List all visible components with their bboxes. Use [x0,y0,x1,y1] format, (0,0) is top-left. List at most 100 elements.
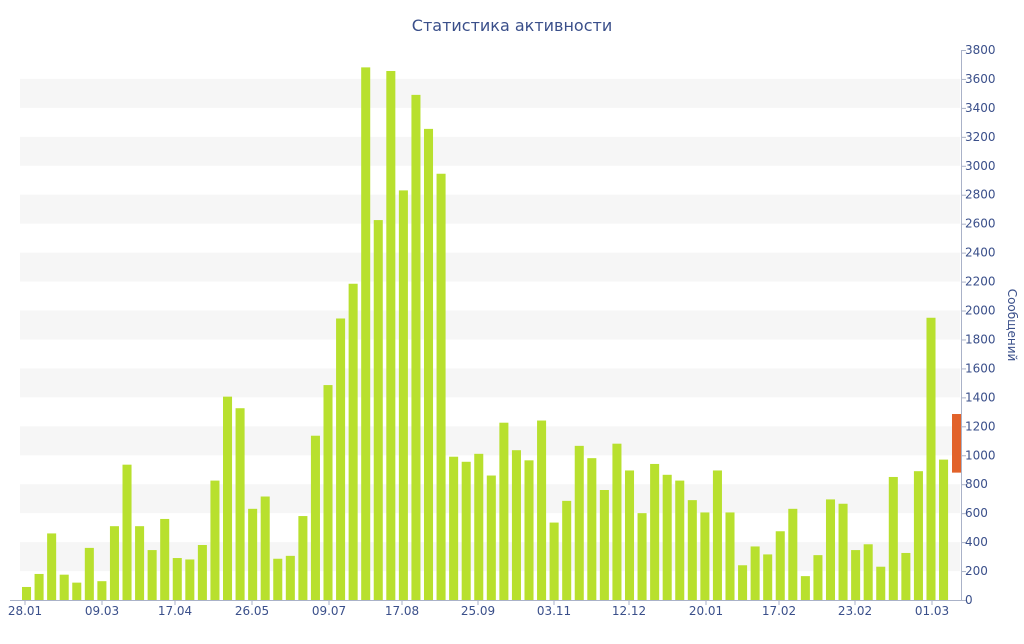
bar [939,459,949,600]
bar [285,555,295,600]
y-tick-label: 3000 [965,159,996,173]
bar [109,526,119,600]
bar [788,508,798,600]
bar [486,475,496,600]
y-tick-label: 200 [965,564,988,578]
bar [185,559,195,600]
bar [147,550,157,600]
bar [926,317,936,600]
bar [323,385,333,600]
bar [160,518,170,600]
bar [197,545,207,600]
x-tick-label: 28.01 [8,604,42,618]
y-axis-label: Сообщений [1005,289,1019,362]
grid-band [20,136,960,166]
y-tick-label: 1800 [965,332,996,346]
bar [386,70,396,601]
bar [72,582,82,600]
bar [361,67,371,601]
bar [310,435,320,600]
bar [84,547,94,600]
bar [524,460,534,600]
bar [675,480,685,600]
bar [511,450,521,600]
bar [411,94,421,601]
highlight-bar [952,414,961,473]
y-tick-label: 3600 [965,72,996,86]
y-tick-label: 400 [965,535,988,549]
bar [574,445,584,600]
bar [172,558,182,600]
y-tick-label: 1200 [965,419,996,433]
bar [336,318,346,600]
bar [549,522,559,600]
y-tick-label: 1400 [965,390,996,404]
bar [876,566,886,600]
y-tick-label: 2000 [965,304,996,318]
bar [223,396,233,600]
y-tick-label: 2200 [965,275,996,289]
x-tick-labels: 28.01 09.03 17.04 26.05 09.07 17.08 25.09 03.11… [8,600,949,618]
bar [800,576,810,600]
highlight-group [952,414,961,473]
bar [135,526,145,600]
grid-band [20,426,960,456]
y-tick-label: 600 [965,506,988,520]
bar [650,463,660,600]
y-tick-label: 800 [965,477,988,491]
x-tick-label: 09.03 [85,604,119,618]
y-tick-label: 1000 [965,448,996,462]
bar [637,513,647,600]
bar [373,220,383,600]
y-tick-label: 3200 [965,130,996,144]
bar [901,552,911,600]
bars-group [22,67,949,601]
bar [775,531,785,600]
grid-band [20,310,960,340]
y-tick-label: 2800 [965,188,996,202]
x-tick-label: 20.01 [689,604,723,618]
bar [888,476,898,600]
bar [612,443,622,600]
bar [423,128,434,600]
bar [398,190,408,600]
bar [474,453,484,600]
bar [725,512,735,600]
y-tick-label: 0 [965,593,973,607]
y-tick-label: 2600 [965,217,996,231]
x-tick-label: 25.09 [461,604,495,618]
y-tick-label: 2400 [965,246,996,260]
bar [662,474,672,600]
bar [59,574,69,600]
x-tick-label: 26.05 [235,604,269,618]
x-tick-label: 12.12 [612,604,646,618]
x-tick-label: 03.11 [537,604,571,618]
grid-band [20,78,960,108]
bar [851,550,861,600]
grid-band [20,368,960,398]
y-tick-label: 1600 [965,361,996,375]
bar [838,503,848,600]
y-tick-label: 3400 [965,101,996,115]
chart-title: Статистика активности [412,16,612,35]
bar [562,500,572,600]
bar [461,461,471,600]
y-tick-label: 3800 [965,43,996,57]
bar [813,555,823,600]
bar [298,516,308,600]
bar [22,586,32,600]
bar [34,573,44,600]
bar [624,470,635,600]
bar [863,544,873,600]
x-tick-label: 23.02 [838,604,872,618]
bar [700,512,710,600]
bar [210,480,220,600]
bar [273,558,283,600]
bar [750,546,760,600]
bar [499,422,509,600]
bar [260,496,270,600]
bar [599,490,609,600]
bar [738,565,748,600]
